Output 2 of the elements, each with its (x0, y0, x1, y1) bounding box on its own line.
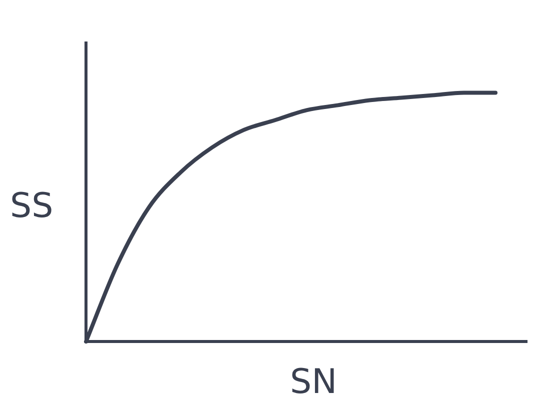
y-axis-title: SS (10, 186, 54, 226)
x-axis-title: SN (290, 362, 338, 402)
